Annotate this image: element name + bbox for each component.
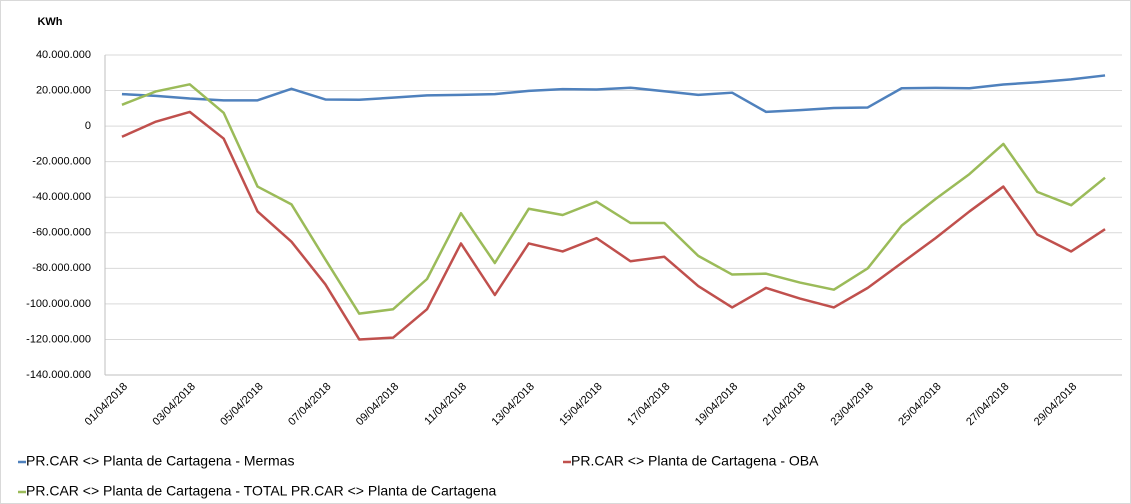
x-tick-label: 05/04/2018 xyxy=(218,381,265,428)
x-tick-label: 29/04/2018 xyxy=(1032,381,1079,428)
x-tick-label: 07/04/2018 xyxy=(286,381,333,428)
x-tick-label: 01/04/2018 xyxy=(83,381,130,428)
y-tick-label: 40.000.000 xyxy=(36,49,91,61)
x-tick-label: 15/04/2018 xyxy=(557,381,604,428)
legend-label: PR.CAR <> Planta de Cartagena - Mermas xyxy=(26,453,294,469)
y-tick-label: -140.000.000 xyxy=(26,369,91,381)
y-tick-label: -60.000.000 xyxy=(32,227,91,239)
y-tick-label: -20.000.000 xyxy=(32,156,91,168)
y-tick-label: -80.000.000 xyxy=(32,262,91,274)
chart-title: KWh xyxy=(37,16,62,28)
y-tick-label: -100.000.000 xyxy=(26,298,91,310)
x-tick-label: 25/04/2018 xyxy=(896,381,943,428)
x-tick-label: 23/04/2018 xyxy=(829,381,876,428)
x-tick-label: 21/04/2018 xyxy=(761,381,808,428)
x-tick-label: 09/04/2018 xyxy=(354,381,401,428)
y-tick-label: 20.000.000 xyxy=(36,84,91,96)
x-tick-label: 11/04/2018 xyxy=(422,381,469,428)
x-tick-label: 19/04/2018 xyxy=(693,381,740,428)
series-line xyxy=(121,74,1106,114)
legend: PR.CAR <> Planta de Cartagena - Mermas PR… xyxy=(18,453,819,499)
x-tick-label: 17/04/2018 xyxy=(625,381,672,428)
y-tick-label: 0 xyxy=(85,120,91,132)
series-line xyxy=(121,110,1106,341)
y-tick-label: -40.000.000 xyxy=(32,191,91,203)
y-tick-label: -120.000.000 xyxy=(26,333,91,345)
x-tick-label: 13/04/2018 xyxy=(490,381,537,428)
x-tick-label: 27/04/2018 xyxy=(964,381,1011,428)
legend-label: PR.CAR <> Planta de Cartagena - OBA xyxy=(571,453,819,469)
legend-label: PR.CAR <> Planta de Cartagena - TOTAL PR… xyxy=(26,483,497,499)
series-line xyxy=(121,83,1106,315)
x-tick-label: 03/04/2018 xyxy=(151,381,198,428)
